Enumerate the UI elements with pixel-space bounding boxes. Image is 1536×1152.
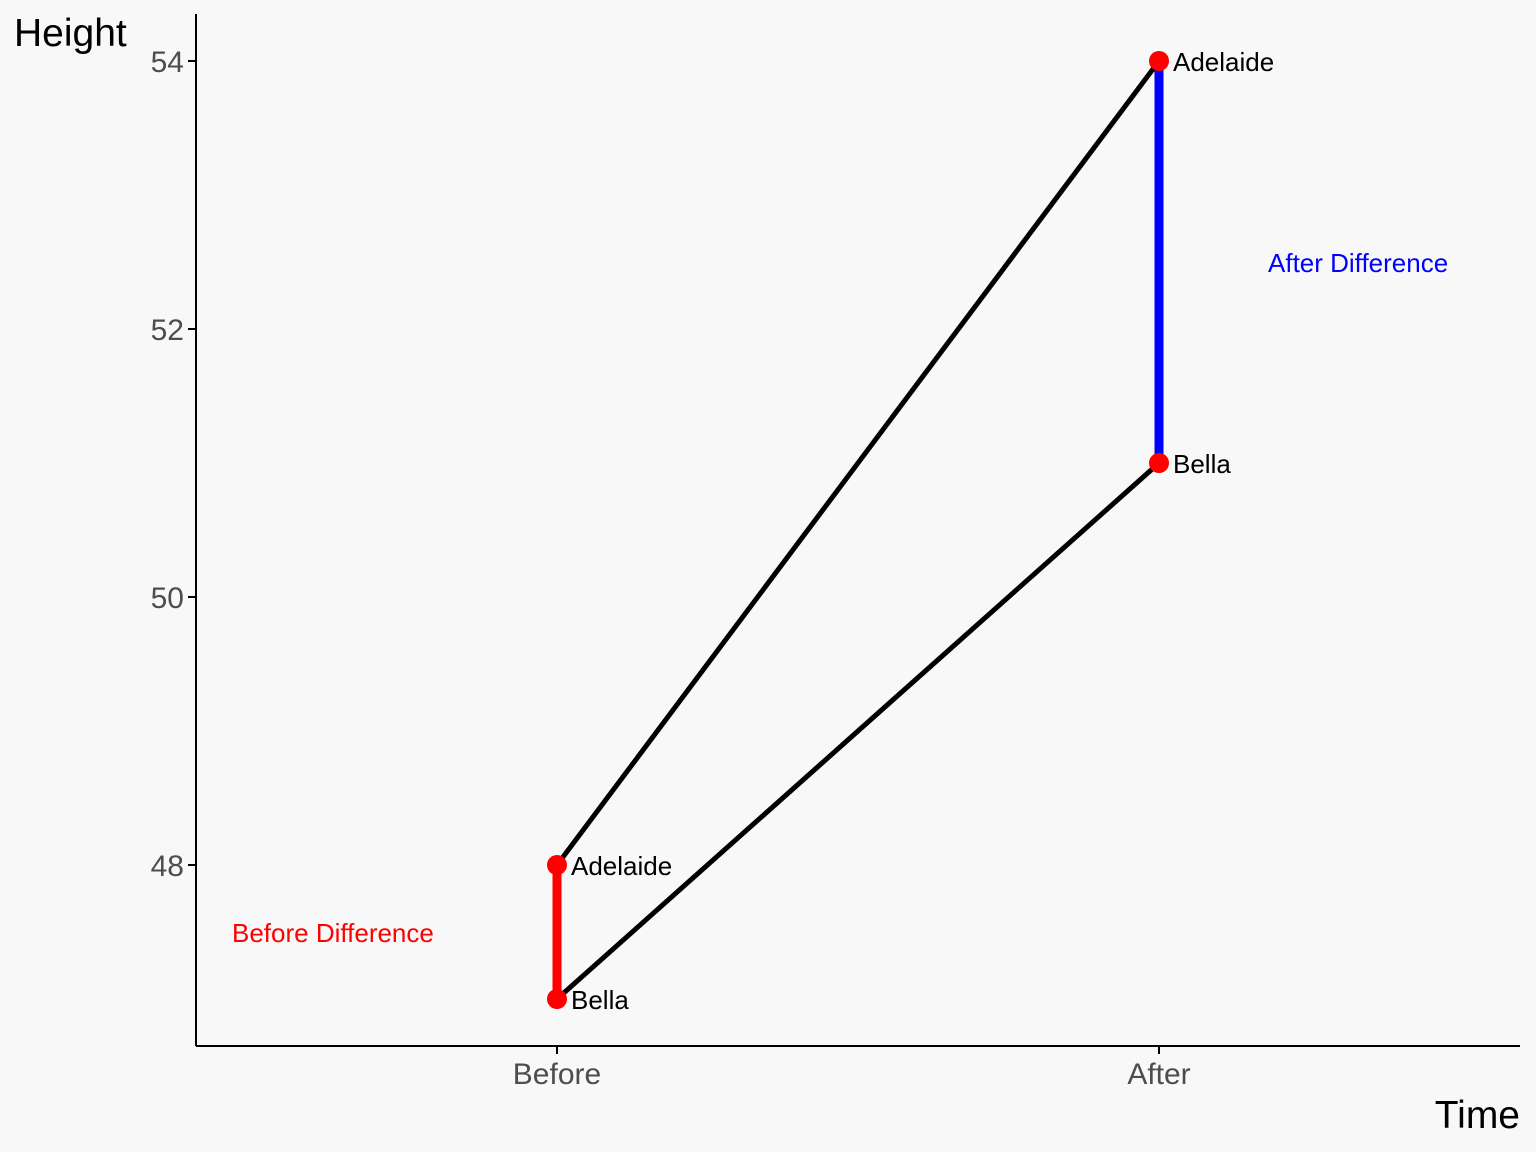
y-tick-label: 50 (151, 582, 184, 615)
x-tick-label: Before (513, 1058, 601, 1091)
series-points (547, 51, 1169, 1009)
series-lines (554, 58, 1162, 1002)
difference-segments (552, 61, 1164, 999)
y-axis-ticks: 48 50 52 54 (151, 46, 196, 883)
series-line-bella (554, 460, 1162, 1002)
point-labels: Adelaide Adelaide Bella Bella (571, 47, 1274, 1015)
y-axis-title: Height (14, 12, 127, 55)
series-line-adelaide (554, 58, 1162, 868)
data-point-bella-before (547, 989, 567, 1009)
y-tick-label: 48 (151, 850, 184, 883)
y-tick-label: 54 (151, 46, 184, 79)
x-axis-title: Time (1435, 1094, 1520, 1137)
point-label-adelaide-before: Adelaide (571, 851, 672, 881)
axes (195, 14, 1520, 1047)
data-point-adelaide-before (547, 855, 567, 875)
y-tick-label: 52 (151, 314, 184, 347)
data-point-bella-after (1149, 453, 1169, 473)
data-point-adelaide-after (1149, 51, 1169, 71)
annotation-label-before: Before Difference (232, 918, 434, 948)
point-label-adelaide-after: Adelaide (1173, 47, 1274, 77)
x-axis-ticks: Before After (513, 1046, 1191, 1091)
point-label-bella-after: Bella (1173, 449, 1231, 479)
point-label-bella-before: Bella (571, 985, 629, 1015)
annotation-label-after: After Difference (1268, 248, 1448, 278)
difference-annotations: Before Difference After Difference (232, 248, 1448, 948)
x-tick-label: After (1127, 1058, 1190, 1091)
